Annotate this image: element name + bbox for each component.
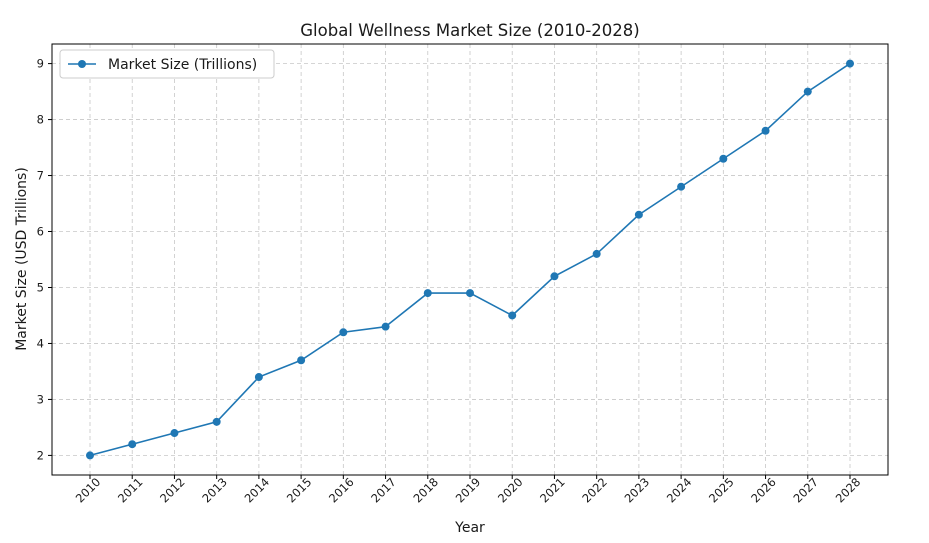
data-point	[86, 451, 94, 460]
x-tick-label: 2016	[326, 475, 357, 506]
x-tick-label: 2025	[706, 475, 737, 506]
data-point	[254, 373, 263, 382]
x-tick-label: 2020	[495, 475, 526, 506]
y-tick-label: 7	[37, 169, 44, 183]
x-axis-ticks: 2010 2011 2012 2013 2014 2015 2016 2017 2018 2019…	[73, 475, 864, 506]
x-axis-label: Year	[454, 520, 485, 536]
data-point	[803, 87, 812, 96]
data-point	[508, 311, 517, 320]
legend: Market Size (Trillions)	[59, 49, 275, 79]
x-tick-label: 2013	[199, 475, 230, 506]
legend-box	[59, 49, 275, 79]
data-point	[297, 356, 306, 365]
x-tick-label: 2024	[664, 475, 695, 506]
data-point	[423, 289, 432, 298]
data-point	[634, 210, 643, 219]
data-point	[677, 182, 686, 191]
y-tick-label: 6	[37, 225, 44, 239]
data-point	[761, 126, 770, 135]
x-tick-label: 2015	[284, 475, 315, 506]
y-tick-label: 4	[37, 336, 44, 350]
x-tick-label: 2017	[368, 475, 399, 506]
data-point	[128, 440, 137, 449]
data-point	[550, 272, 559, 281]
data-point	[212, 417, 221, 426]
series-layer	[86, 59, 854, 460]
legend-marker-swatch	[78, 60, 86, 68]
data-point	[381, 322, 390, 331]
grid	[52, 44, 888, 475]
x-tick-label: 2012	[157, 475, 188, 506]
x-tick-label: 2023	[622, 475, 653, 506]
data-point	[592, 249, 601, 258]
x-tick-label: 2019	[453, 475, 484, 506]
y-tick-label: 5	[37, 280, 44, 294]
y-tick-label: 3	[37, 392, 44, 406]
data-point	[846, 59, 854, 68]
data-point	[339, 328, 348, 337]
y-axis-label: Market Size (USD Trillions)	[14, 167, 30, 351]
chart-title: Global Wellness Market Size (2010-2028)	[300, 21, 639, 40]
x-tick-label: 2021	[537, 475, 568, 506]
data-point	[466, 289, 474, 298]
x-tick-label: 2022	[579, 475, 610, 506]
y-tick-label: 2	[37, 448, 44, 462]
y-axis-ticks: 2 3 4 5 6 7 8 9	[37, 57, 52, 462]
x-tick-label: 2018	[410, 475, 441, 506]
y-tick-label: 9	[37, 57, 44, 71]
legend-label: Market Size (Trillions)	[108, 57, 257, 73]
data-point	[719, 154, 728, 163]
x-tick-label: 2027	[790, 475, 821, 506]
x-tick-label: 2026	[748, 475, 779, 506]
x-tick-label: 2014	[242, 475, 273, 506]
y-tick-label: 8	[37, 113, 44, 127]
x-tick-label: 2011	[115, 475, 146, 506]
x-tick-label: 2028	[833, 475, 864, 506]
x-tick-label: 2010	[73, 475, 104, 506]
data-point	[170, 429, 179, 438]
